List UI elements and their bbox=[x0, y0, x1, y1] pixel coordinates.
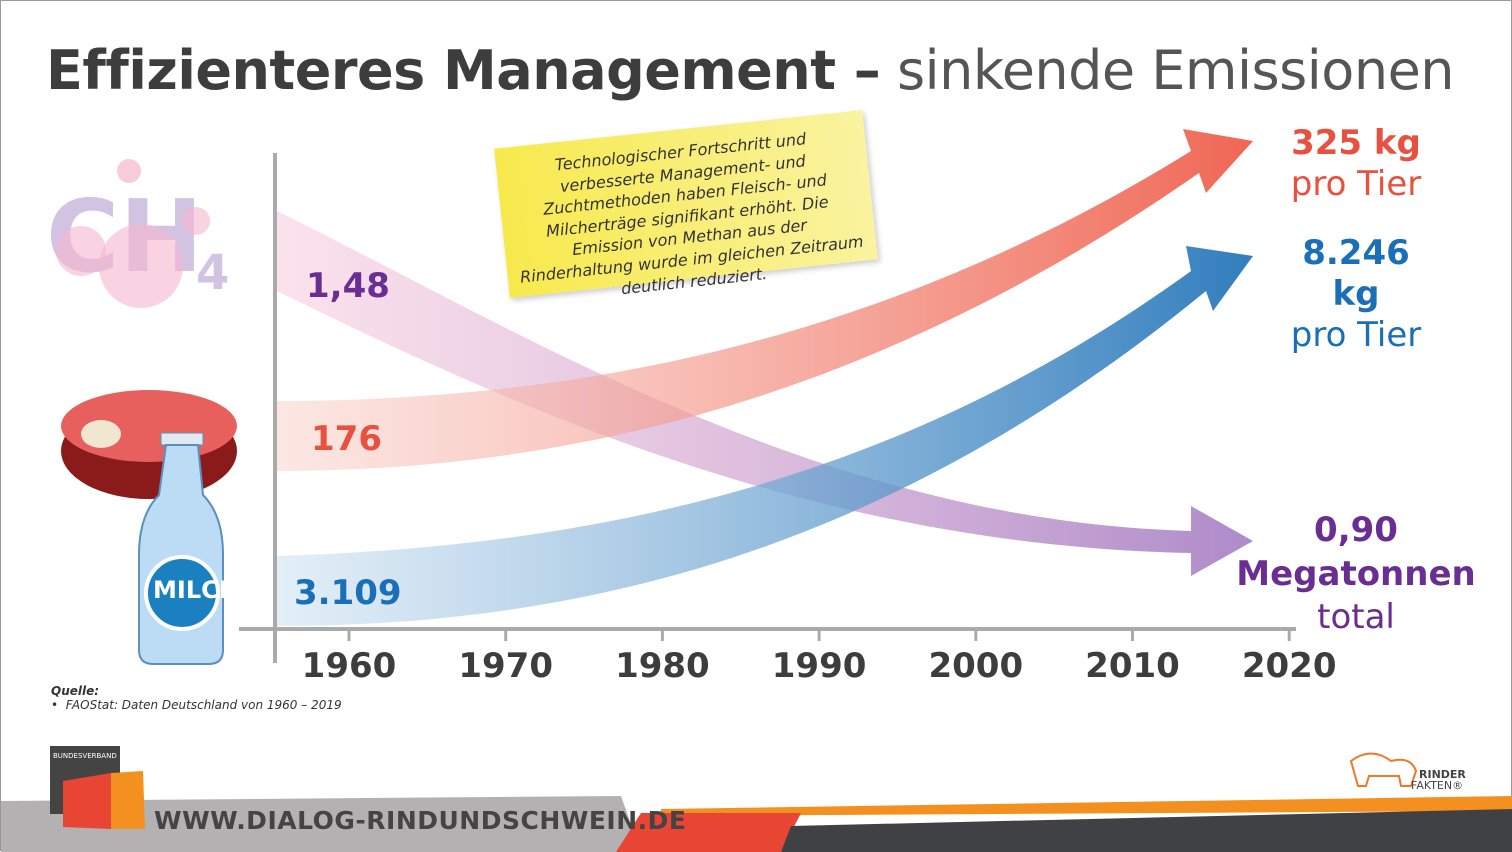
rinder-fakten-cow-icon bbox=[1349, 752, 1418, 787]
series-1-end-value: 325 kg bbox=[1291, 123, 1421, 163]
series-0-end-value: 0,90 bbox=[1314, 510, 1398, 550]
x-tick-label: 2000 bbox=[928, 646, 1024, 686]
logo-bundesverband-text: BUNDESVERBAND bbox=[53, 752, 117, 760]
svg-text:4: 4 bbox=[196, 245, 229, 301]
footer-red-band bbox=[616, 813, 801, 852]
series-0-arrow bbox=[277, 211, 1253, 576]
page-title: Effizienteres Management – sinkende Emis… bbox=[46, 39, 1455, 102]
footer-gray-band bbox=[1, 796, 641, 852]
logo-pig-icon bbox=[111, 771, 145, 829]
title-bold: Effizienteres Management – bbox=[46, 39, 881, 102]
source-heading: Quelle: bbox=[51, 684, 100, 698]
series-2-arrow bbox=[277, 246, 1253, 626]
series-2-start-label: 3.109 bbox=[294, 573, 402, 613]
series-1-arrow bbox=[277, 129, 1253, 471]
source-item: • FAOStat: Daten Deutschland von 1960 – … bbox=[51, 698, 342, 712]
series-1-start-label: 176 bbox=[311, 419, 382, 459]
title-light: sinkende Emissionen bbox=[896, 39, 1455, 102]
series-0-start-label: 1,48 bbox=[306, 266, 390, 306]
x-tick-label: 2020 bbox=[1241, 646, 1337, 686]
x-tick-label: 1980 bbox=[615, 646, 710, 686]
footer-dark-band bbox=[781, 809, 1512, 852]
series-2-end-value: 8.246 kg bbox=[1302, 233, 1410, 314]
rinder-fakten-text-2: FAKTEN® bbox=[1411, 779, 1463, 792]
meat-steak-icon bbox=[61, 390, 237, 499]
milk-bottle-icon bbox=[138, 432, 224, 665]
series-2-end-unit: pro Tier bbox=[1290, 314, 1422, 355]
x-tick-label: 1990 bbox=[771, 646, 867, 686]
x-tick-label: 2010 bbox=[1085, 646, 1180, 686]
x-tick-label: 1960 bbox=[301, 646, 397, 686]
methane-ch4-icon: CH 4 bbox=[46, 159, 229, 308]
series-1-end-unit: pro Tier bbox=[1290, 163, 1422, 204]
x-tick-label: 1970 bbox=[458, 646, 554, 686]
milk-bottle-label: MILCH bbox=[153, 576, 239, 604]
series-1-end-label: 325 kg pro Tier bbox=[1291, 123, 1422, 205]
series-0-end-unit: Megatonnen bbox=[1236, 553, 1476, 594]
rinder-fakten-text: RINDER bbox=[1419, 768, 1466, 781]
source-item-text: FAOStat: Daten Deutschland von 1960 – 20… bbox=[65, 698, 342, 712]
series-2-end-label: 8.246 kg pro Tier bbox=[1279, 233, 1434, 355]
logo-cow-icon bbox=[63, 773, 111, 829]
series-0-end-suffix: total bbox=[1317, 597, 1395, 638]
series-0-end-label: 0,90 Megatonnen total bbox=[1236, 509, 1475, 640]
footer-orange-stripe bbox=[661, 796, 1512, 816]
source-block: Quelle: • FAOStat: Daten Deutschland von… bbox=[51, 684, 342, 712]
footer-url-link[interactable]: WWW.DIALOG-RINDUNDSCHWEIN.DE bbox=[154, 806, 687, 835]
